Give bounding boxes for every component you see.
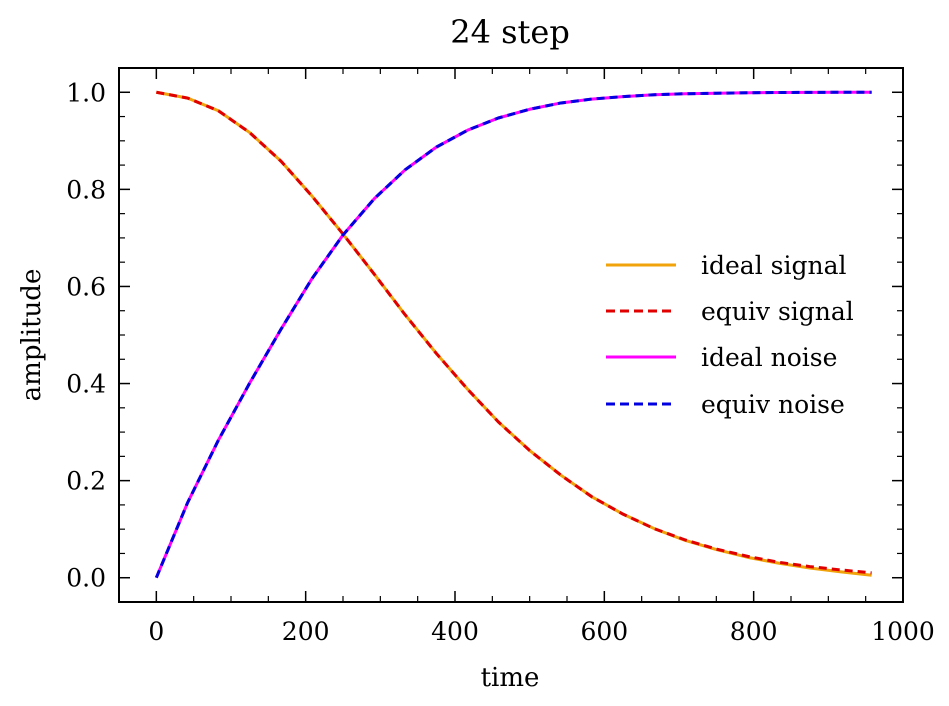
legend-label-3: ideal noise — [701, 343, 837, 372]
series-line-3 — [154, 90, 872, 579]
legend-label-4: equiv noise — [701, 390, 845, 419]
series-line-2 — [156, 90, 872, 575]
x-tick-label: 200 — [282, 617, 330, 646]
plot-lines — [154, 90, 872, 579]
y-tick-label: 0.4 — [66, 370, 106, 399]
series-line-4 — [154, 90, 872, 579]
y-tick-label: 0.2 — [66, 467, 106, 496]
x-tick-label: 1000 — [871, 617, 935, 646]
x-tick-label: 800 — [730, 617, 778, 646]
y-tick-label: 0.8 — [66, 175, 106, 204]
y-tick-label: 0.6 — [66, 272, 106, 301]
plot-frame — [118, 67, 904, 603]
y-axis-label: amplitude — [17, 269, 47, 402]
legend: ideal signal equiv signal ideal noise equiv… — [606, 251, 854, 419]
x-tick-label: 600 — [580, 617, 628, 646]
x-tick-label: 400 — [431, 617, 479, 646]
legend-label-1: ideal signal — [701, 251, 846, 280]
y-tick-label: 1.0 — [66, 78, 106, 107]
legend-label-2: equiv signal — [701, 297, 854, 326]
axis-ticks — [118, 67, 904, 603]
x-tick-label: 0 — [148, 617, 164, 646]
x-axis-label: time — [481, 663, 540, 693]
chart-title: 24 step — [450, 13, 570, 51]
tick-labels: 0 200 400 600 800 1000 0.0 0.2 0.4 0.6 0.8 1.0 — [66, 78, 935, 646]
series-line-1 — [156, 90, 872, 577]
y-tick-label: 0.0 — [66, 564, 106, 593]
